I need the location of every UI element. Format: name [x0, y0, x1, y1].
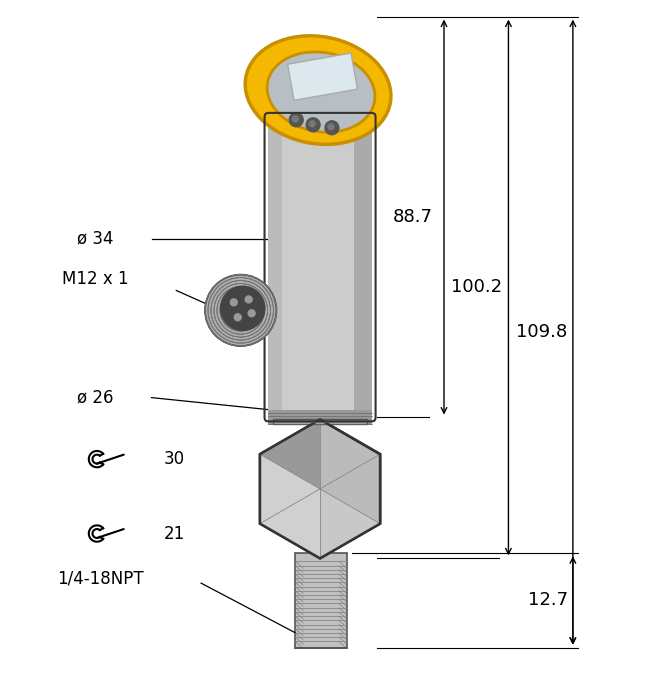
Text: 21: 21	[163, 524, 185, 542]
Circle shape	[221, 286, 265, 330]
Circle shape	[248, 310, 255, 317]
Circle shape	[309, 121, 315, 127]
Text: 30: 30	[163, 450, 185, 468]
Bar	[268, 410, 372, 426]
Polygon shape	[287, 53, 357, 100]
Text: 12.7: 12.7	[528, 592, 568, 610]
Bar	[274, 419, 366, 424]
Circle shape	[293, 116, 298, 122]
Circle shape	[328, 124, 334, 130]
Bar	[295, 554, 347, 648]
Bar	[268, 117, 282, 417]
Polygon shape	[260, 419, 320, 489]
Ellipse shape	[246, 36, 391, 144]
Bar	[224, 290, 274, 330]
Circle shape	[231, 299, 237, 306]
Polygon shape	[320, 489, 380, 559]
Bar	[354, 117, 372, 417]
Text: ø 26: ø 26	[77, 389, 114, 407]
Polygon shape	[260, 454, 320, 559]
Ellipse shape	[267, 52, 375, 132]
Bar	[268, 117, 372, 417]
Circle shape	[289, 113, 303, 127]
Circle shape	[205, 274, 276, 346]
Text: ø 34: ø 34	[77, 230, 114, 248]
Circle shape	[234, 314, 241, 321]
Polygon shape	[260, 419, 380, 559]
Text: M12 x 1: M12 x 1	[62, 270, 129, 288]
Text: 109.8: 109.8	[515, 323, 567, 341]
Text: 1/4-18NPT: 1/4-18NPT	[57, 569, 144, 587]
Text: 100.2: 100.2	[451, 279, 502, 297]
Circle shape	[245, 296, 252, 303]
Text: 88.7: 88.7	[392, 208, 432, 226]
Circle shape	[325, 121, 339, 134]
Circle shape	[306, 118, 320, 132]
